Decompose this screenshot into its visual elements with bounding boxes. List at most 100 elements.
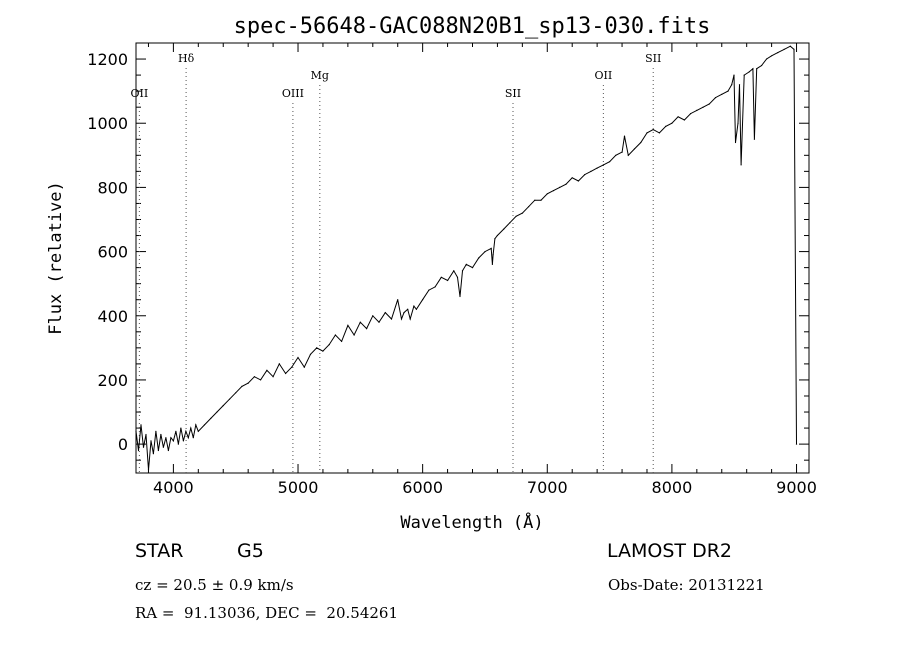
spectrum-point [658,132,661,134]
object-subclass: G5 [237,540,264,562]
spectrum-point [203,424,206,426]
spectrum-point [748,71,750,73]
spectrum-point [540,199,542,201]
plot-frame [135,42,810,474]
spectrum-point [602,164,605,166]
y-tick-label: 800 [97,178,128,197]
spectrum-point [528,206,530,208]
spectrum-point [484,251,486,253]
x-tick-label: 9000 [776,478,817,497]
y-tick-label: 200 [97,371,128,390]
spectrum-point [170,437,172,439]
spectrum-point [187,437,189,439]
x-tick-label: 5000 [278,478,319,497]
spectrum-point [297,356,299,359]
spectrum-point [515,215,517,217]
spectrum-point [359,321,361,323]
spectrum-point [465,263,467,265]
spectrum-point [590,170,592,172]
spectrum-point [165,437,167,439]
line-marker-label: Mg [311,69,329,82]
spectrum-line [135,45,797,470]
spectrum-point [428,289,430,291]
spectrum-point [727,90,729,92]
spectrum-point [150,440,152,442]
line-marker-label: OIII [282,87,304,100]
spectrum-point [180,427,182,429]
spectrum-point [372,315,374,317]
y-tick-label: 1200 [87,50,128,69]
spectrum-point [341,340,343,342]
spectrum-point [743,74,745,76]
spectrum-point [378,321,380,323]
y-tick-label: 0 [118,435,128,454]
spectrum-point [185,430,187,432]
spectrum-point [160,433,162,436]
spectrum-point [646,132,648,134]
spectrum-point [422,299,424,301]
spectrum-point [753,138,756,140]
spectrum-point [334,334,336,336]
spectrum-point [708,103,710,105]
spectrum-point [627,154,629,156]
spectrum-point [789,45,791,47]
spectrum-point [696,109,698,111]
spectrum-point [278,363,280,365]
spectrum-point [285,372,287,375]
spectrum-point [190,427,192,429]
spectrum-point [328,344,330,346]
obs-date: Obs-Date: 20131221 [608,576,765,594]
spectrum-point [140,424,142,426]
spectrum-point [322,350,324,352]
spectrum-point [766,58,768,60]
spectrum-point [152,453,154,455]
spectrum-point [453,270,455,272]
line-marker-label: SII [505,87,521,100]
line-marker-label: SII [645,52,661,65]
y-tick-label: 1000 [87,114,128,133]
spectrum-point [434,286,436,288]
spectrum-point [210,417,212,419]
spectrum-point [222,405,224,407]
spectrum-point [142,446,145,448]
spectrum-point [353,334,355,336]
spectrum-series [135,45,798,471]
spectrum-point [309,353,312,355]
spectrum-point [677,116,679,118]
spectrum-point [671,122,673,124]
spectrum-point [303,366,305,368]
spectrum-point [272,376,274,378]
spectrum-point [777,52,779,54]
spectrum-point [552,190,555,192]
spectrum-point [162,446,164,448]
spectrum-point [665,125,667,127]
spectrum-point [609,161,611,163]
spectrum-point [492,254,494,256]
spectrum-point [721,93,723,95]
spectrum-point [761,64,763,67]
line-markers: OII Hδ OIII Mg SII OII SII [131,52,661,473]
spectrum-point [640,141,642,144]
spectrum-point [731,84,733,86]
spectrum-point [702,106,704,108]
spectrum-point [521,212,524,214]
spectrum-point [241,385,243,387]
coordinates-text: RA = 91.13036, DEC = 20.54261 [135,604,399,622]
spectrum-point [175,430,177,432]
spectrum-point [734,141,737,144]
spectrum-point [390,318,393,320]
spectrum-point [177,443,179,445]
spectrum-point [384,312,386,314]
spectrum-point [228,398,231,400]
spectrum-point [559,186,561,188]
spectrum-point [253,376,255,378]
x-axis-label: Wavelength (Å) [400,511,543,533]
line-marker-label: Hδ [178,52,195,65]
spectrum-point [447,279,449,282]
spectrum-point [494,238,496,240]
spectrum-point [172,440,174,442]
spectrum-point [409,318,411,320]
spectrum-point [771,55,773,57]
spectrum-point [182,440,184,442]
spectrum-point [347,324,349,326]
